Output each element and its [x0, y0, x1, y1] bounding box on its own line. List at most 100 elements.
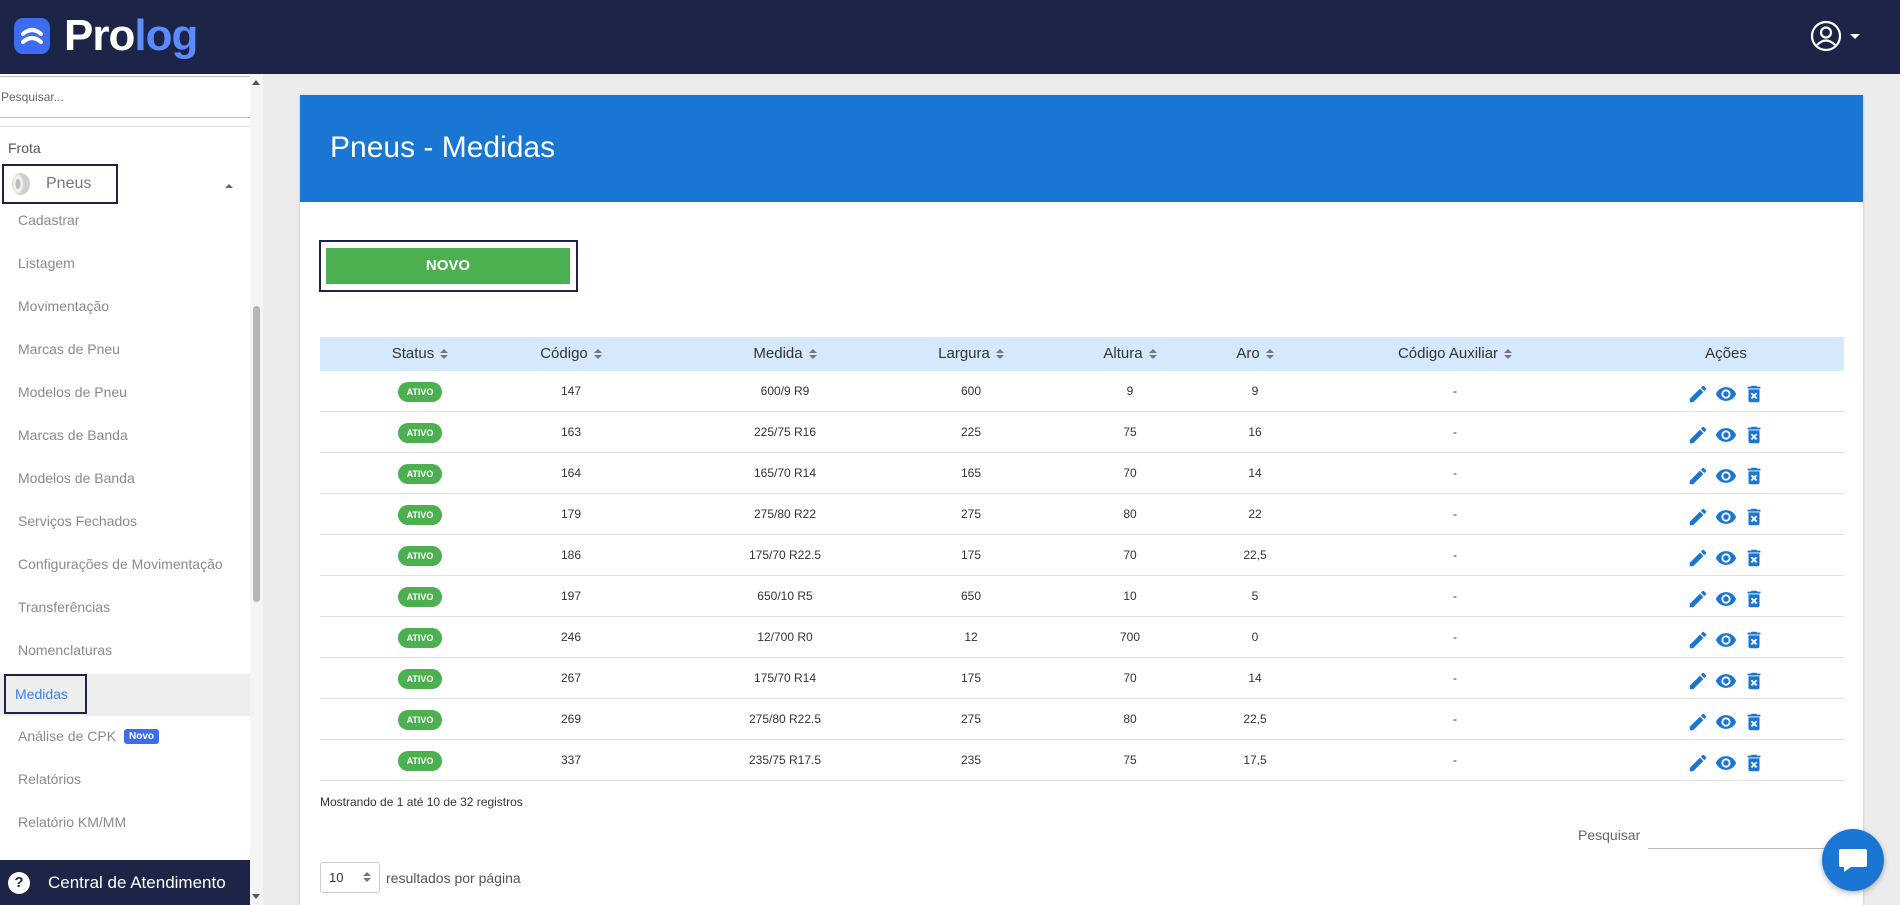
cell-largura: 275	[960, 507, 982, 521]
column-header-label: Ações	[1705, 345, 1747, 362]
pencil-icon[interactable]	[1687, 627, 1709, 649]
sort-icon[interactable]	[440, 348, 449, 360]
sidebar-item-relatorios[interactable]: Relatórios	[18, 771, 82, 787]
eye-icon[interactable]	[1715, 709, 1737, 731]
sidebar-item-modelos-de-pneu[interactable]: Modelos de Pneu	[18, 384, 127, 400]
sort-icon[interactable]	[1265, 348, 1274, 360]
trash-icon[interactable]	[1743, 627, 1765, 649]
column-header-status[interactable]: Status	[370, 337, 470, 371]
status-badge: ATIVO	[397, 545, 443, 566]
row-actions	[1666, 699, 1786, 740]
table-row: ATIVO 163 225/75 R16 225 75 16 -	[320, 412, 1844, 453]
chat-button[interactable]	[1822, 829, 1884, 891]
trash-icon[interactable]	[1743, 668, 1765, 690]
cell-largura: 650	[960, 589, 982, 603]
trash-icon[interactable]	[1743, 463, 1765, 485]
pencil-icon[interactable]	[1687, 668, 1709, 690]
help-icon: ?	[8, 871, 30, 894]
sidebar-item-analise-de-cpk[interactable]: Análise de CPK	[18, 728, 117, 744]
sort-icon[interactable]	[593, 348, 602, 360]
page-size-select[interactable]: 10	[320, 862, 380, 893]
user-menu[interactable]	[1810, 20, 1860, 52]
pencil-icon[interactable]	[1687, 545, 1709, 567]
sidebar-item-medidas[interactable]	[0, 674, 250, 716]
scroll-down-arrow-icon[interactable]	[252, 894, 260, 899]
column-header-largura[interactable]: Largura	[916, 337, 1026, 371]
trash-icon[interactable]	[1743, 504, 1765, 526]
table-row: ATIVO 186 175/70 R22.5 175 70 22,5 -	[320, 535, 1844, 576]
cell-largura: 600	[960, 384, 982, 398]
new-button[interactable]: NOVO	[326, 248, 570, 284]
trash-icon[interactable]	[1743, 381, 1765, 403]
sidebar-item-configuracoes-de-movimentacao[interactable]: Configurações de Movimentação	[18, 556, 223, 572]
sidebar-group-pneus[interactable]: Pneus	[2, 164, 118, 204]
eye-icon[interactable]	[1715, 422, 1737, 444]
cell-status: ATIVO	[370, 576, 470, 617]
pencil-icon[interactable]	[1687, 709, 1709, 731]
pencil-icon[interactable]	[1687, 463, 1709, 485]
status-badge: ATIVO	[397, 463, 443, 484]
chevron-down-icon[interactable]	[1850, 33, 1860, 39]
sidebar-search-input[interactable]: Pesquisar...	[0, 76, 250, 118]
sort-icon[interactable]	[1148, 348, 1157, 360]
scrollbar-thumb[interactable]	[253, 306, 260, 602]
trash-icon[interactable]	[1743, 750, 1765, 772]
table-search-input[interactable]	[1648, 848, 1844, 849]
sidebar-item-servicos-fechados[interactable]: Serviços Fechados	[18, 513, 138, 529]
eye-icon[interactable]	[1715, 586, 1737, 608]
trash-icon[interactable]	[1743, 422, 1765, 444]
cell-codigo: 337	[560, 753, 582, 767]
sidebar-item-modelos-de-banda[interactable]: Modelos de Banda	[18, 470, 135, 486]
chevron-up-icon[interactable]	[225, 184, 233, 188]
sidebar-item-listagem[interactable]: Listagem	[18, 255, 75, 271]
cell-codigo-auxiliar: -	[1453, 753, 1457, 767]
sort-icon[interactable]	[1504, 348, 1513, 360]
column-header-altura[interactable]: Altura	[1080, 337, 1180, 371]
cell-altura: 10	[1123, 589, 1137, 603]
pencil-icon[interactable]	[1687, 504, 1709, 526]
sidebar-item-marcas-de-banda[interactable]: Marcas de Banda	[18, 427, 128, 443]
user-avatar-icon[interactable]	[1810, 20, 1842, 52]
trash-icon[interactable]	[1743, 709, 1765, 731]
table-search-label: Pesquisar	[1578, 827, 1641, 843]
eye-icon[interactable]	[1715, 668, 1737, 690]
column-header-aro[interactable]: Aro	[1210, 337, 1300, 371]
sidebar-item-marcas-de-pneu[interactable]: Marcas de Pneu	[18, 341, 120, 357]
column-header-label: Largura	[938, 345, 990, 362]
cell-aro: 16	[1248, 425, 1262, 439]
pencil-icon[interactable]	[1687, 750, 1709, 772]
column-header-medida[interactable]: Medida	[720, 337, 850, 371]
sidebar-item-relatorio-km-mm[interactable]: Relatório KM/MM	[18, 814, 127, 830]
sort-icon[interactable]	[808, 348, 817, 360]
column-header-codigo-auxiliar[interactable]: Código Auxiliar	[1360, 337, 1550, 371]
pencil-icon[interactable]	[1687, 422, 1709, 444]
sidebar-item-nomenclaturas[interactable]: Nomenclaturas	[18, 642, 113, 658]
sidebar-item-movimentacao[interactable]: Movimentação	[18, 298, 110, 314]
trash-icon[interactable]	[1743, 586, 1765, 608]
pencil-icon[interactable]	[1687, 381, 1709, 403]
sidebar-item-cadastrar[interactable]: Cadastrar	[18, 212, 80, 228]
pencil-icon[interactable]	[1687, 586, 1709, 608]
cell-largura: 235	[960, 753, 982, 767]
sidebar-item-transferencias[interactable]: Transferências	[18, 599, 111, 615]
trash-icon[interactable]	[1743, 545, 1765, 567]
status-badge: ATIVO	[397, 709, 443, 730]
eye-icon[interactable]	[1715, 627, 1737, 649]
eye-icon[interactable]	[1715, 381, 1737, 403]
tire-icon	[12, 173, 30, 195]
row-actions	[1666, 494, 1786, 535]
cell-medida: 600/9 R9	[760, 384, 810, 398]
sort-icon[interactable]	[995, 348, 1004, 360]
sidebar-scrollbar[interactable]	[250, 74, 263, 905]
support-bar[interactable]: ? Central de Atendimento	[0, 860, 250, 905]
eye-icon[interactable]	[1715, 545, 1737, 567]
prolog-logo[interactable]: Prolog	[14, 14, 198, 58]
cell-status: ATIVO	[370, 412, 470, 453]
eye-icon[interactable]	[1715, 463, 1737, 485]
scroll-up-arrow-icon[interactable]	[252, 80, 260, 85]
eye-icon[interactable]	[1715, 504, 1737, 526]
eye-icon[interactable]	[1715, 750, 1737, 772]
status-badge: ATIVO	[397, 668, 443, 689]
table-row: ATIVO 269 275/80 R22.5 275 80 22,5 -	[320, 699, 1844, 740]
column-header-codigo[interactable]: Código	[516, 337, 626, 371]
